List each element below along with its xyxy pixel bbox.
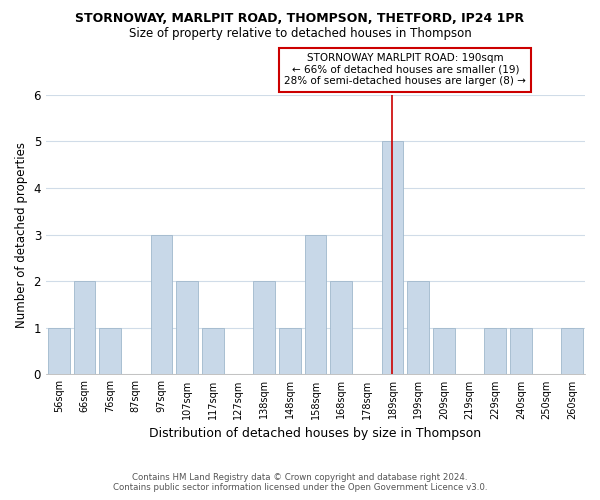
Bar <box>330 281 352 374</box>
Bar <box>151 234 172 374</box>
Bar <box>407 281 429 374</box>
Bar <box>74 281 95 374</box>
Y-axis label: Number of detached properties: Number of detached properties <box>15 142 28 328</box>
Text: STORNOWAY, MARLPIT ROAD, THOMPSON, THETFORD, IP24 1PR: STORNOWAY, MARLPIT ROAD, THOMPSON, THETF… <box>76 12 524 26</box>
Text: Contains HM Land Registry data © Crown copyright and database right 2024.
Contai: Contains HM Land Registry data © Crown c… <box>113 473 487 492</box>
X-axis label: Distribution of detached houses by size in Thompson: Distribution of detached houses by size … <box>149 427 482 440</box>
Bar <box>48 328 70 374</box>
Text: STORNOWAY MARLPIT ROAD: 190sqm
← 66% of detached houses are smaller (19)
28% of : STORNOWAY MARLPIT ROAD: 190sqm ← 66% of … <box>284 53 526 86</box>
Bar <box>382 142 403 374</box>
Bar <box>176 281 198 374</box>
Bar <box>99 328 121 374</box>
Bar <box>279 328 301 374</box>
Text: Size of property relative to detached houses in Thompson: Size of property relative to detached ho… <box>128 28 472 40</box>
Bar <box>253 281 275 374</box>
Bar <box>510 328 532 374</box>
Bar <box>561 328 583 374</box>
Bar <box>202 328 224 374</box>
Bar <box>484 328 506 374</box>
Bar <box>433 328 455 374</box>
Bar <box>305 234 326 374</box>
